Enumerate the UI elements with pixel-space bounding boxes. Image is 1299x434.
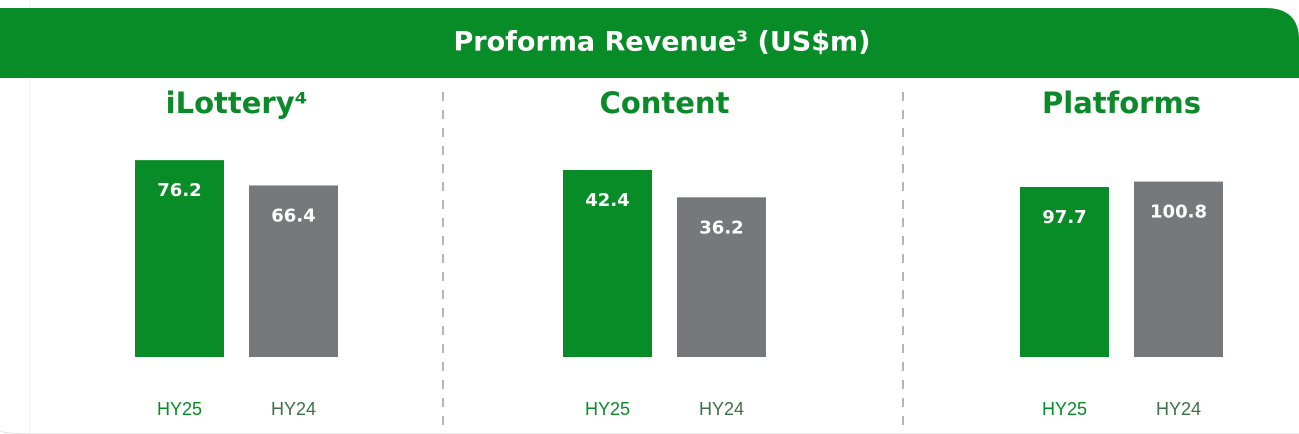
value-label: 76.2 bbox=[157, 180, 201, 201]
value-label: 36.2 bbox=[699, 217, 743, 238]
bar bbox=[677, 197, 766, 357]
header-band bbox=[0, 8, 1299, 78]
panel-title: iLottery⁴ bbox=[166, 86, 308, 120]
x-tick-label: HY24 bbox=[271, 399, 316, 419]
bar bbox=[135, 160, 224, 357]
bar bbox=[1134, 181, 1223, 357]
x-tick-label: HY24 bbox=[699, 399, 744, 419]
bar bbox=[249, 185, 338, 357]
value-label: 66.4 bbox=[271, 205, 315, 226]
panel-title: Platforms bbox=[1042, 86, 1201, 120]
bar bbox=[1020, 186, 1109, 357]
x-tick-label: HY24 bbox=[1156, 399, 1201, 419]
header-title: Proforma Revenue³ (US$m) bbox=[454, 27, 871, 58]
value-label: 100.8 bbox=[1150, 202, 1207, 223]
panel-title: Content bbox=[600, 86, 730, 120]
x-tick-label: HY25 bbox=[157, 399, 202, 419]
frame bbox=[0, 429, 1299, 434]
x-tick-label: HY25 bbox=[585, 399, 630, 419]
bar bbox=[563, 169, 652, 357]
value-label: 97.7 bbox=[1042, 207, 1086, 228]
x-tick-label: HY25 bbox=[1042, 399, 1087, 419]
value-label: 42.4 bbox=[585, 190, 629, 211]
